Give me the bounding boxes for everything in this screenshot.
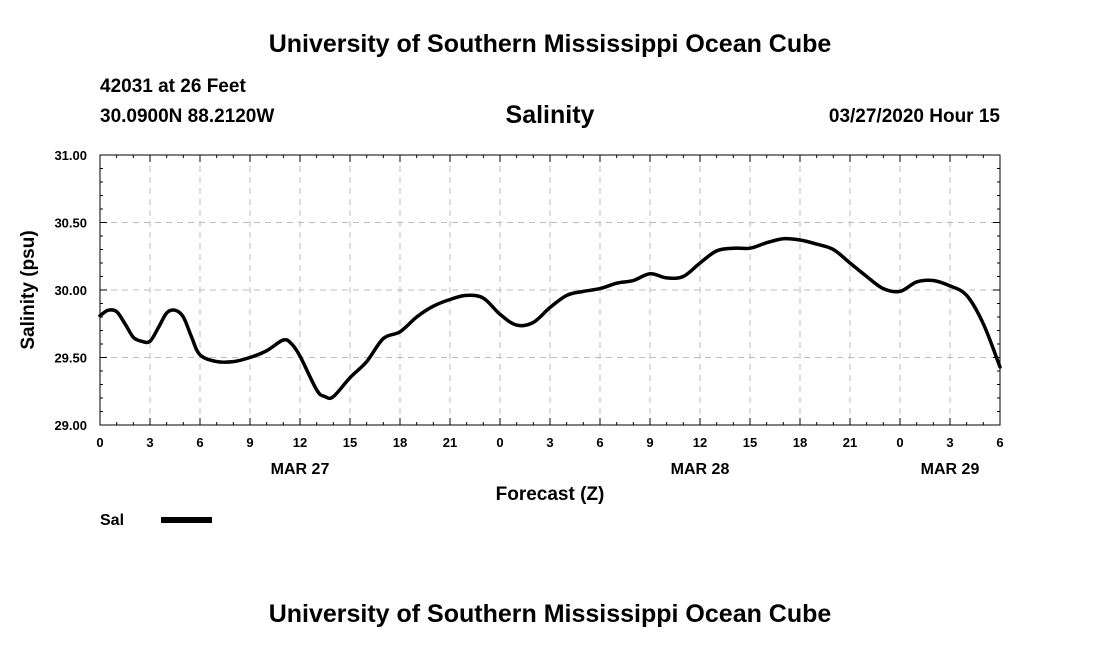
x-tick-label: 9 — [646, 435, 653, 450]
legend: Sal — [100, 512, 212, 529]
series-line-sal — [98, 236, 1002, 401]
x-tick-label: 6 — [596, 435, 603, 450]
x-tick-label: 6 — [996, 435, 1003, 450]
y-tick-label: 29.00 — [54, 418, 87, 433]
date-label: MAR 28 — [671, 461, 730, 478]
x-tick-label: 12 — [693, 435, 707, 450]
station-label: 42031 at 26 Feet — [100, 76, 246, 97]
chart-title: Salinity — [505, 101, 595, 129]
coordinates-label: 30.0900N 88.2120W — [100, 106, 275, 127]
axis-labels: 0 3 6 9 12 15 18 21 0 3 6 9 12 15 18 21 0 3 6 MAR 27 MAR 28 M… — [54, 148, 1003, 478]
x-tick-label: 12 — [293, 435, 307, 450]
x-tick-label: 18 — [393, 435, 407, 450]
x-tick-label: 3 — [146, 435, 153, 450]
y-axis-title: Salinity (psu) — [18, 230, 39, 349]
x-tick-label: 6 — [196, 435, 203, 450]
x-tick-label: 21 — [843, 435, 857, 450]
x-tick-label: 3 — [946, 435, 953, 450]
legend-label: Sal — [100, 512, 124, 529]
plot-frame — [99, 154, 1001, 426]
series-layer — [98, 236, 1002, 401]
page-title: University of Southern Mississippi Ocean… — [268, 30, 832, 58]
x-tick-label: 3 — [546, 435, 553, 450]
y-tick-label: 29.50 — [54, 351, 87, 366]
grid — [100, 155, 1000, 425]
date-label: MAR 29 — [921, 461, 980, 478]
x-tick-label: 0 — [496, 435, 503, 450]
x-axis-title: Forecast (Z) — [496, 484, 605, 505]
x-tick-label: 21 — [443, 435, 457, 450]
y-tick-label: 31.00 — [54, 148, 87, 163]
date-label: MAR 27 — [271, 461, 330, 478]
x-tick-label: 0 — [96, 435, 103, 450]
x-tick-label: 0 — [896, 435, 903, 450]
footer-title: University of Southern Mississippi Ocean… — [268, 600, 832, 628]
forecast-datetime: 03/27/2020 Hour 15 — [828, 106, 1000, 127]
x-tick-label: 9 — [246, 435, 253, 450]
x-tick-label: 15 — [343, 435, 357, 450]
x-tick-label: 18 — [793, 435, 807, 450]
y-tick-label: 30.00 — [54, 283, 87, 298]
y-tick-label: 30.50 — [54, 216, 87, 231]
x-tick-label: 15 — [743, 435, 757, 450]
